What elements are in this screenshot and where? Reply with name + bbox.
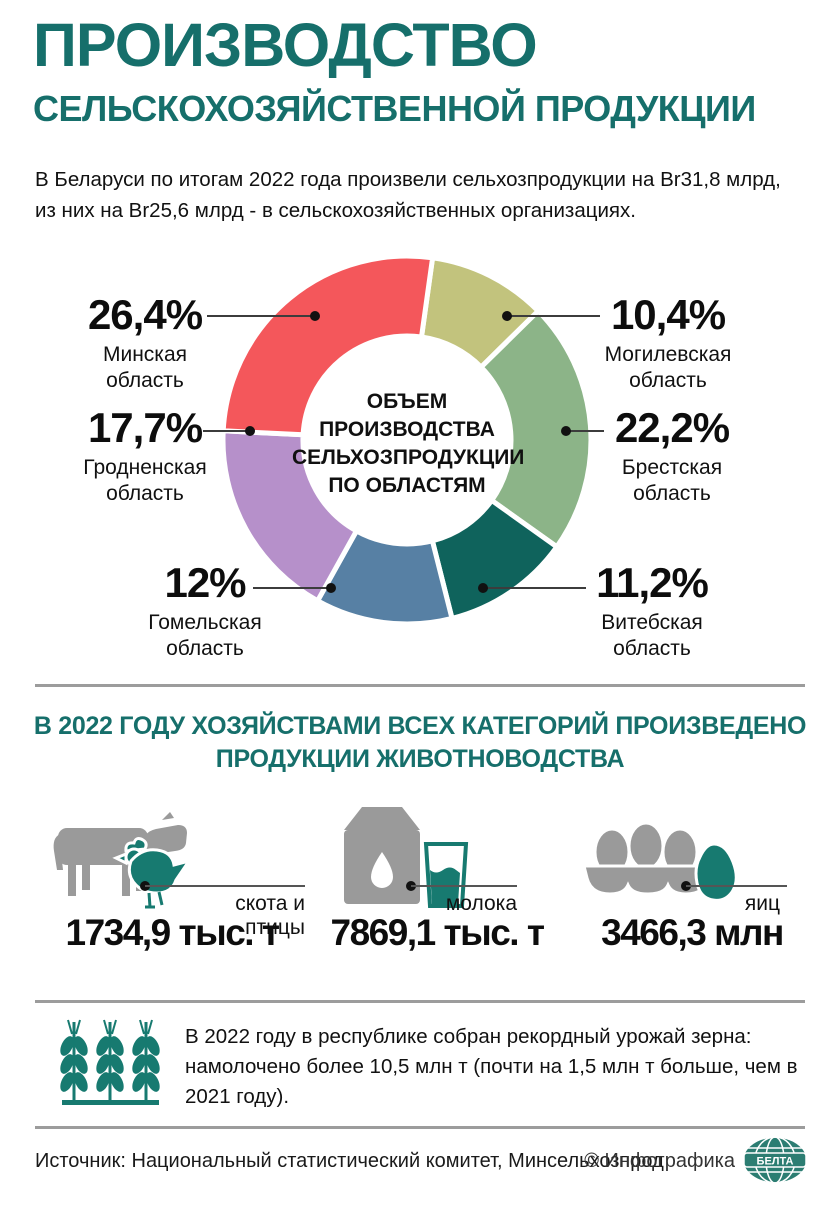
product-value-meat: 1734,9 тыс. т bbox=[65, 912, 280, 953]
callout-vitebsk-dot bbox=[478, 583, 488, 593]
cow-and-chicken-icon bbox=[53, 812, 193, 909]
callout-grodno-dot bbox=[245, 426, 255, 436]
belta-logo: БЕЛТА bbox=[742, 1136, 808, 1184]
callout-grodno-line bbox=[203, 430, 247, 432]
callout-gomel-label: Гомельская область bbox=[148, 611, 262, 660]
callout-gomel-dot bbox=[326, 583, 336, 593]
section-heading-line2: ПРОДУКЦИИ ЖИВОТНОВОДСТВА bbox=[215, 745, 625, 773]
callout-brest-line bbox=[569, 430, 604, 432]
page-subtitle: СЕЛЬСКОХОЗЯЙСТВЕННОЙ ПРОДУКЦИИ bbox=[33, 88, 756, 129]
donut-segment-4 bbox=[220, 428, 359, 604]
callout-brest-label: Брестская область bbox=[621, 456, 723, 505]
product-label-milk: молока bbox=[445, 892, 517, 915]
callout-mogilev-dot bbox=[502, 311, 512, 321]
product-label-eggs: яиц bbox=[744, 892, 780, 915]
belta-logo-text: БЕЛТА bbox=[757, 1156, 794, 1168]
callout-vitebsk-line bbox=[486, 587, 586, 589]
footer-credit: © Инфографика bbox=[584, 1150, 735, 1172]
center-label-line: ПРОИЗВОДСТВА bbox=[319, 418, 495, 441]
divider bbox=[35, 1000, 805, 1003]
callout-mogilev-label: Могилевская область bbox=[604, 343, 732, 392]
divider bbox=[35, 1126, 805, 1129]
center-label-line: ОБЪЕМ bbox=[366, 390, 448, 413]
callout-mogilev-percent: 10,4% bbox=[610, 291, 726, 338]
callout-mogilev-line bbox=[510, 315, 600, 317]
callout-gomel-line bbox=[253, 587, 328, 589]
page-title: ПРОИЗВОДСТВО bbox=[33, 11, 538, 79]
product-label-meat: скота и птицы bbox=[235, 892, 305, 939]
callout-gomel-percent: 12% bbox=[164, 559, 246, 606]
grain-note: В 2022 году в республике собран рекордны… bbox=[185, 1025, 798, 1108]
product-line bbox=[686, 885, 787, 887]
callout-vitebsk-label: Витебская область bbox=[601, 611, 703, 660]
center-label-line: ПО ОБЛАСТЯМ bbox=[328, 474, 486, 497]
product-value-eggs: 3466,3 млн bbox=[601, 912, 784, 953]
wheat-icon bbox=[58, 1018, 163, 1105]
donut-segment-5 bbox=[220, 253, 436, 438]
section-heading-line1: В 2022 ГОДУ ХОЗЯЙСТВАМИ ВСЕХ КАТЕГОРИЙ П… bbox=[33, 712, 807, 740]
product-line bbox=[145, 885, 305, 887]
callout-vitebsk-percent: 11,2% bbox=[596, 559, 709, 606]
callout-minsk-percent: 26,4% bbox=[87, 291, 203, 338]
divider bbox=[35, 684, 805, 687]
intro-text: В Беларуси по итогам 2022 года произвели… bbox=[35, 168, 781, 222]
callout-minsk-dot bbox=[310, 311, 320, 321]
callout-minsk-label: Минская область bbox=[102, 343, 188, 392]
callout-grodno-percent: 17,7% bbox=[87, 404, 203, 451]
product-value-milk: 7869,1 тыс. т bbox=[330, 912, 545, 953]
callout-brest-dot bbox=[561, 426, 571, 436]
callout-brest-percent: 22,2% bbox=[614, 404, 730, 451]
donut-chart bbox=[220, 253, 594, 627]
callout-minsk-line bbox=[207, 315, 311, 317]
footer-source: Источник: Национальный статистический ко… bbox=[35, 1150, 664, 1172]
product-line bbox=[411, 885, 517, 887]
center-label-line: СЕЛЬХОЗПРОДУКЦИИ bbox=[292, 446, 525, 469]
donut-segment-1 bbox=[478, 308, 594, 550]
callout-grodno-label: Гродненская область bbox=[83, 456, 207, 505]
donut-center-label: ОБЪЕМ ПРОИЗВОДСТВА СЕЛЬХОЗПРОДУКЦИИ ПО О… bbox=[292, 388, 525, 500]
